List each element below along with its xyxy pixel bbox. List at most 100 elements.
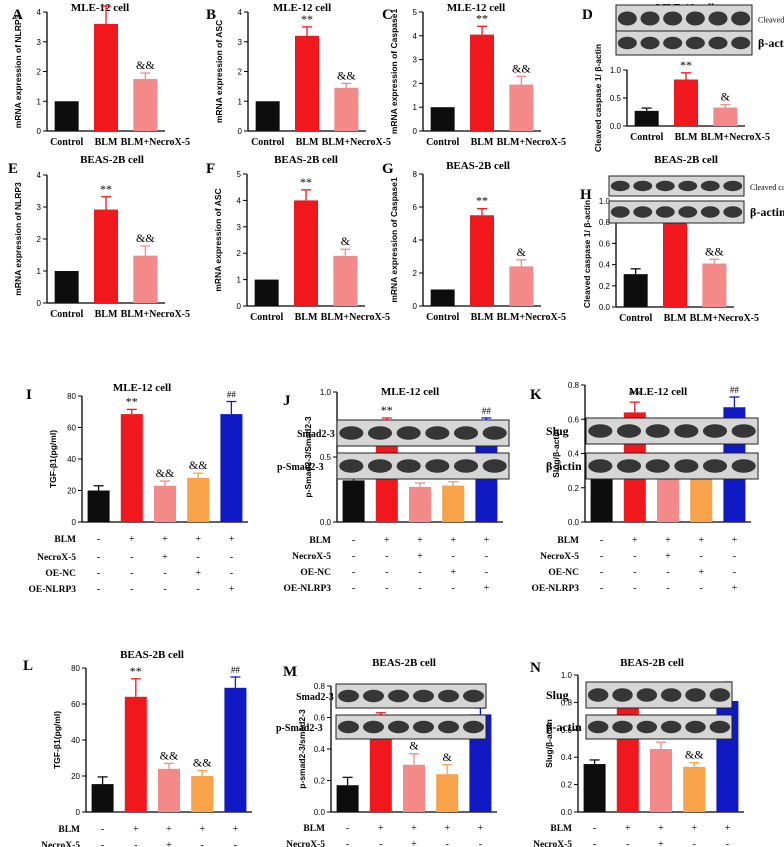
condition-sign: - — [600, 567, 603, 578]
condition-sign: - — [726, 839, 729, 847]
blot-band — [413, 720, 434, 734]
y-tick-label: 60 — [67, 424, 76, 433]
x-category-label: BLM+NecroX-5 — [690, 313, 759, 324]
x-category-label: BLM+NecroX-5 — [322, 137, 391, 148]
condition-sign: + — [417, 551, 423, 562]
x-category-label: BLM+NecroX-5 — [121, 309, 190, 320]
bar-J-3 — [442, 485, 465, 522]
y-tick-label: 20 — [67, 487, 76, 496]
x-category-label: BLM+NecroX-5 — [121, 137, 190, 148]
y-tick-label: 0.2 — [314, 777, 326, 786]
y-tick-label: 0.6 — [561, 726, 573, 735]
condition-sign: - — [352, 567, 355, 578]
bar-I-1 — [120, 414, 143, 522]
chart-title: BEAS-2B cell — [80, 154, 144, 166]
x-category-label: BLM+NecroX-5 — [701, 132, 770, 143]
western-blot-strip: Smad2-3 — [296, 683, 487, 709]
condition-sign: - — [97, 552, 100, 563]
y-tick-label: 8 — [413, 170, 418, 179]
condition-sign: + — [166, 840, 172, 847]
significance-label: && — [156, 466, 175, 480]
bar-C-1 — [470, 34, 494, 131]
y-tick-label: 0 — [72, 518, 77, 527]
bar-N-3 — [683, 766, 706, 812]
y-tick-label: 0 — [413, 302, 418, 311]
significance-label: && — [705, 244, 724, 258]
blot-frame — [615, 30, 753, 56]
bar-I-3 — [187, 477, 210, 522]
bar-B-2 — [334, 87, 359, 131]
blot-band — [709, 720, 731, 734]
bar-I-0 — [87, 490, 110, 522]
condition-label: OE-NC — [548, 568, 579, 578]
western-blot-strip: p-Smad2-3 — [276, 714, 487, 740]
y-tick-label: 0 — [37, 127, 42, 136]
chart-panel-E: E BEAS-2B cell 0 1 2 3 4 mRNA expression of NLR… — [8, 154, 190, 320]
condition-sign: - — [230, 568, 233, 579]
condition-label: OE-NC — [45, 569, 76, 579]
blot-label: β-actin — [546, 720, 582, 734]
blot-label: p-Smad2-3 — [276, 723, 323, 734]
condition-sign: + — [195, 534, 201, 545]
bar-G-1 — [470, 215, 494, 306]
bar-F-1 — [294, 200, 318, 306]
significance-label: ** — [130, 664, 142, 678]
condition-label: NecroX-5 — [286, 840, 325, 847]
blot-band — [685, 720, 706, 734]
panel-letter: N — [530, 660, 541, 676]
blot-frame — [336, 452, 510, 480]
bar-A-1 — [94, 23, 118, 131]
bar-L-3 — [191, 776, 214, 812]
condition-sign: + — [162, 534, 168, 545]
condition-sign: + — [133, 824, 139, 835]
significance-label: ** — [100, 182, 112, 196]
x-category-label: Control — [251, 137, 284, 148]
blot-band — [438, 720, 459, 734]
y-tick-label: 2 — [37, 235, 42, 244]
condition-sign: + — [725, 823, 731, 834]
bar-E-2 — [133, 255, 158, 303]
y-tick-label: 40 — [67, 455, 76, 464]
condition-sign: + — [166, 824, 172, 835]
condition-sign: - — [479, 839, 482, 847]
condition-sign: - — [130, 568, 133, 579]
blot-band — [678, 180, 698, 192]
condition-sign: - — [346, 823, 349, 834]
y-tick-label: 0.2 — [561, 781, 573, 790]
significance-label: ## — [730, 385, 740, 395]
significance-label: && — [512, 61, 531, 75]
bar-D-1 — [674, 79, 698, 126]
y-tick-label: 0.5 — [320, 453, 332, 462]
blot-band — [663, 11, 683, 26]
condition-sign: + — [698, 535, 704, 546]
chart-title: BEAS-2B cell — [446, 160, 510, 172]
blot-band — [645, 424, 670, 438]
chart-title: MLE-12 cell — [381, 386, 439, 398]
blot-band — [723, 206, 743, 218]
condition-sign: - — [626, 839, 629, 847]
condition-sign: + — [417, 535, 423, 546]
chart-title: MLE-12 cell — [71, 2, 129, 14]
condition-sign: + — [732, 535, 738, 546]
y-axis-label: mRNA expression of Caspase1 — [389, 177, 399, 303]
blot-band — [425, 426, 450, 440]
y-tick-label: 0 — [76, 808, 81, 817]
blot-band — [453, 459, 479, 473]
blot-band — [339, 426, 364, 440]
blot-band — [453, 426, 479, 440]
y-axis-label: mRNA expression of Caspase1 — [389, 9, 399, 135]
blot-band — [723, 180, 743, 192]
y-tick-label: 3 — [37, 203, 42, 212]
chart-title: MLE-12 cell — [447, 2, 505, 14]
blot-band — [413, 689, 434, 703]
bar-C-2 — [509, 84, 534, 131]
condition-sign: - — [352, 583, 355, 594]
condition-sign: + — [691, 823, 697, 834]
panel-letter: E — [8, 161, 18, 177]
condition-label: OE-NC — [300, 568, 331, 578]
condition-sign: - — [101, 840, 104, 847]
condition-label: BLM — [58, 825, 80, 835]
y-tick-label: 1.0 — [320, 388, 332, 397]
bar-B-1 — [295, 35, 319, 131]
